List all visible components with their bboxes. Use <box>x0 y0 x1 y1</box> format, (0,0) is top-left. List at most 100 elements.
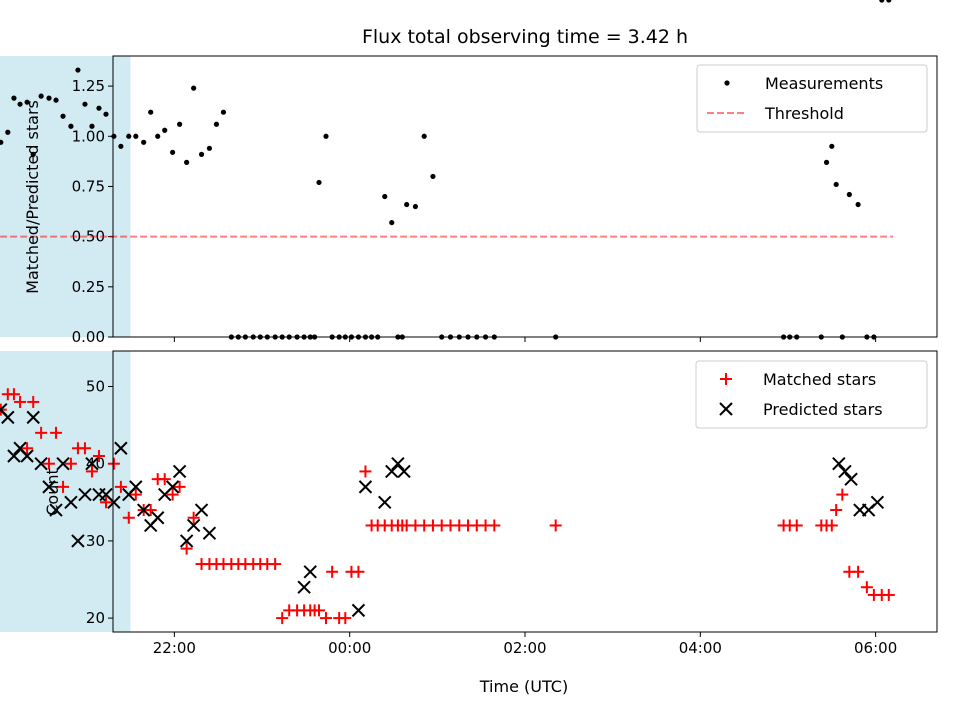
x-axis-label: Time (UTC) <box>479 677 568 696</box>
top-observing-window <box>0 56 131 337</box>
legend-predicted-label: Predicted stars <box>763 400 883 419</box>
measurement-point <box>5 129 11 135</box>
top-y-tick-label: 1.25 <box>72 77 105 95</box>
predicted-star-point <box>378 495 392 510</box>
measurement-point <box>184 159 190 165</box>
bottom-y-tick-label: 30 <box>86 532 105 550</box>
matched-star-point <box>43 457 56 470</box>
predicted-star-point <box>172 464 187 479</box>
bottom-panel: 20 30 40 50 22:00 00:00 02:00 04:00 06:00 <box>0 350 938 657</box>
predicted-star-point <box>20 449 34 463</box>
measurement-point <box>38 93 44 99</box>
measurement-point <box>0 139 4 145</box>
top-legend: Measurements Threshold <box>696 64 928 133</box>
predicted-star-point <box>870 495 885 510</box>
matched-star-point <box>836 488 849 501</box>
x-tick-label: 22:00 <box>153 639 196 657</box>
predicted-star-point <box>71 534 85 548</box>
measurement-point <box>220 109 227 115</box>
measurement-point <box>126 133 132 139</box>
x-tick-label: 04:00 <box>679 639 722 657</box>
matched-star-point <box>359 465 372 478</box>
predicted-star-point <box>844 472 858 486</box>
top-axes-frame <box>112 55 938 338</box>
matched-star-point <box>129 488 142 501</box>
measurement-point <box>170 149 176 155</box>
x-tick-label: 00:00 <box>328 639 371 657</box>
predicted-star-point <box>397 464 411 479</box>
matched-star-point <box>78 442 91 455</box>
predicted-star-point <box>202 526 217 540</box>
matched-star-point <box>352 565 365 578</box>
matched-star-point <box>57 480 70 493</box>
matched-star-point <box>173 480 186 493</box>
legend-matched-marker <box>720 373 732 385</box>
legend-threshold-label: Threshold <box>764 104 844 123</box>
top-y-tick-label: 0.00 <box>72 328 105 346</box>
measurement-point <box>412 203 419 210</box>
measurement-point <box>148 109 154 115</box>
measurement-point <box>89 123 95 129</box>
predicted-star-point <box>26 410 40 425</box>
matched-star-point <box>276 612 289 625</box>
measurement-point <box>846 191 852 198</box>
chart-title: Flux total observing time = 3.42 h <box>362 26 688 48</box>
legend-measurement-marker <box>724 80 730 86</box>
measurement-point <box>833 181 839 188</box>
measurement-point <box>24 99 30 105</box>
matched-star-point <box>7 388 20 401</box>
predicted-star-point <box>1 410 15 425</box>
matched-star-point <box>114 480 127 493</box>
predicted-star-point <box>42 480 56 494</box>
measurement-point <box>17 101 23 107</box>
measurement-point <box>404 201 410 208</box>
x-tick-label: 02:00 <box>503 639 546 657</box>
measurement-point <box>155 133 161 139</box>
matched-star-point <box>549 519 562 532</box>
legend-predicted-marker <box>719 402 733 416</box>
measurement-point <box>430 173 436 180</box>
measurement-point <box>162 127 168 133</box>
measurement-point <box>206 145 213 151</box>
measurement-point <box>96 105 102 111</box>
measurement-point <box>879 0 885 3</box>
measurement-point <box>118 143 124 149</box>
measurement-point <box>30 151 36 157</box>
measurement-point <box>198 151 205 157</box>
matched-star-point <box>64 457 77 470</box>
bottom-legend-frame <box>695 360 928 429</box>
measurement-point <box>213 121 220 127</box>
measurement-point <box>82 101 88 107</box>
matched-star-point <box>326 565 339 578</box>
predicted-star-point <box>56 457 70 471</box>
measurement-point <box>421 133 427 139</box>
matched-star-point <box>320 612 333 625</box>
measurement-point <box>829 143 835 149</box>
predicted-star-point <box>303 565 317 579</box>
predicted-star-point <box>391 457 405 471</box>
top-y-tick-label: 0.50 <box>72 228 105 246</box>
legend-matched-label: Matched stars <box>763 370 876 389</box>
measurement-point <box>177 121 183 127</box>
matched-star-point <box>144 504 157 517</box>
measurement-point <box>133 133 139 139</box>
measurement-point <box>316 179 322 186</box>
matched-star-point <box>860 581 873 594</box>
matched-star-point <box>882 588 895 601</box>
predicted-star-point <box>838 464 852 479</box>
top-legend-frame <box>696 64 928 133</box>
measurement-point <box>68 123 74 129</box>
top-y-axis-label: Matched/Predicted stars <box>23 100 42 294</box>
matched-star-point <box>313 604 325 617</box>
matched-star-point <box>852 565 865 578</box>
predicted-star-point <box>64 495 78 510</box>
bottom-y-tick-label: 20 <box>86 609 105 627</box>
matched-star-point <box>166 488 179 501</box>
predicted-star-point <box>186 518 201 533</box>
measurement-point <box>11 95 17 101</box>
bottom-observing-window <box>0 351 131 632</box>
measurement-point <box>389 219 395 226</box>
predicted-star-point <box>358 480 373 494</box>
matched-star-point <box>158 473 171 486</box>
